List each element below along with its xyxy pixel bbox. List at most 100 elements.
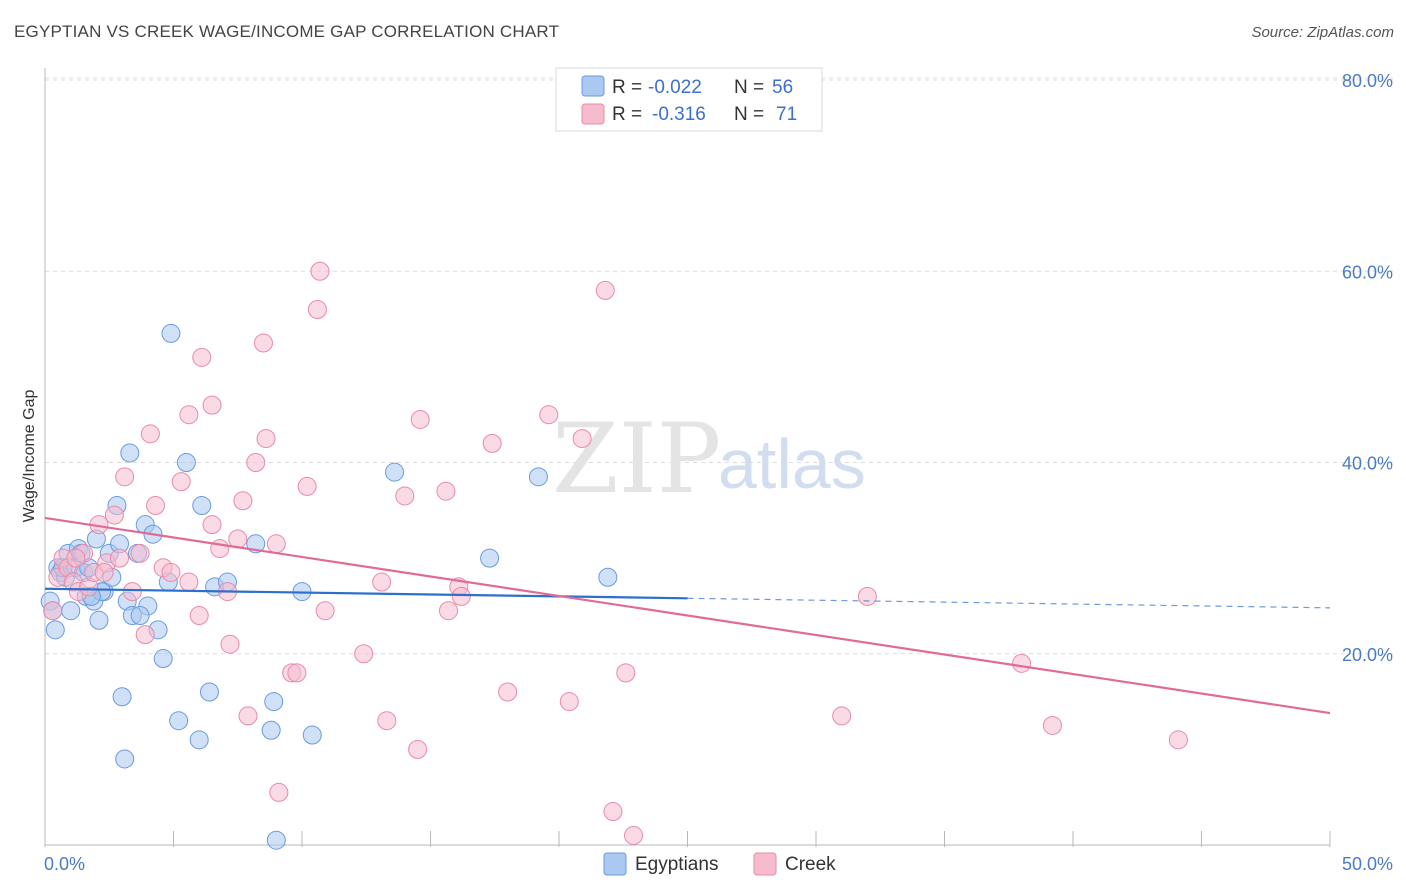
creek-point	[104, 505, 124, 525]
creek-point	[354, 644, 374, 664]
gridlines	[45, 77, 1395, 655]
watermark-zip: ZIP	[552, 403, 721, 515]
chart-title: EGYPTIAN VS CREEK WAGE/INCOME GAP CORREL…	[14, 22, 560, 41]
creek-point	[233, 491, 253, 511]
creek-point	[238, 706, 258, 726]
creek-point	[436, 481, 456, 501]
legend-swatch-creek	[581, 103, 605, 125]
egyptians-point	[480, 548, 500, 568]
y-tick-label: 40.0%	[1342, 454, 1393, 474]
egyptians-point	[112, 687, 132, 707]
legend-n-value-creek: 71	[776, 104, 797, 125]
egyptians-point	[120, 443, 140, 463]
creek-point	[572, 429, 592, 449]
creek-point	[410, 409, 430, 429]
y-tick-label: 20.0%	[1342, 645, 1393, 665]
creek-point	[1012, 653, 1032, 673]
egyptians-point	[130, 606, 150, 625]
bottom-legend-swatch-creek	[753, 852, 777, 876]
creek-point	[832, 706, 852, 726]
creek-point	[616, 663, 636, 683]
legend-r-label-egyptians: R =	[612, 77, 642, 98]
creek-point	[315, 601, 335, 621]
creek-point	[66, 548, 86, 568]
source-label: Source: ZipAtlas.com	[1251, 24, 1394, 41]
creek-point	[179, 405, 199, 425]
egyptians-trend-extension	[687, 597, 1331, 609]
egyptians-point	[89, 610, 109, 630]
legend-r-value-creek: -0.316	[652, 104, 706, 125]
creek-point	[297, 476, 317, 496]
creek-point	[179, 572, 199, 592]
creek-point	[202, 515, 222, 535]
watermark: ZIP atlas	[552, 403, 866, 515]
legend-n-value-egyptians: 56	[772, 77, 793, 98]
creek-point	[171, 472, 191, 492]
bottom-legend-egyptians: Egyptians	[635, 854, 718, 875]
egyptians-point	[45, 620, 65, 640]
creek-point	[377, 711, 397, 731]
legend-n-label-creek: N =	[734, 104, 764, 125]
creek-point	[220, 634, 240, 654]
egyptians-point	[264, 692, 284, 712]
creek-point	[559, 692, 579, 712]
egyptians-trend-line	[44, 587, 688, 600]
creek-point	[1042, 715, 1062, 735]
y-tick-label: 80.0%	[1342, 71, 1393, 91]
egyptians-point	[176, 453, 196, 472]
y-axis-label: Wage/Income Gap	[21, 390, 38, 523]
creek-point	[482, 433, 502, 453]
creek-point	[256, 429, 276, 449]
creek-point	[161, 562, 181, 582]
creek-point	[202, 395, 222, 415]
y-tick-label: 60.0%	[1342, 262, 1393, 282]
egyptians-point	[115, 749, 135, 769]
creek-point	[372, 572, 392, 592]
legend-swatch-egyptians	[581, 75, 605, 97]
creek-point	[310, 261, 330, 281]
x-tick-label: 0.0%	[44, 854, 85, 874]
creek-point	[287, 663, 307, 683]
creek-point	[210, 539, 230, 559]
creek-point	[253, 333, 273, 353]
creek-point	[122, 582, 142, 602]
egyptians-point	[169, 711, 189, 731]
egyptians-point	[302, 725, 322, 745]
trend-lines	[44, 516, 1331, 715]
creek-point	[1168, 730, 1188, 750]
creek-point	[130, 543, 150, 563]
creek-point	[43, 601, 63, 621]
creek-point	[266, 534, 286, 554]
bottom-legend-swatch-egyptians	[603, 852, 627, 876]
creek-point	[395, 486, 415, 506]
creek-point	[146, 496, 166, 516]
creek-point	[451, 586, 471, 606]
creek-point	[189, 606, 209, 625]
creek-point	[94, 562, 114, 582]
creek-point	[307, 300, 327, 319]
axes	[44, 68, 1331, 847]
tick-labels: 20.0% 40.0% 60.0% 80.0% 0.0% 50.0%	[44, 71, 1393, 874]
creek-point	[539, 405, 559, 425]
creek-point	[857, 586, 877, 606]
egyptians-point	[528, 467, 548, 487]
egyptians-point	[266, 830, 286, 850]
creek-point	[624, 825, 644, 845]
bottom-legend: Egyptians Creek	[603, 852, 836, 876]
legend-r-label-creek: R =	[612, 104, 642, 125]
creek-point	[246, 453, 266, 472]
watermark-atlas: atlas	[718, 425, 866, 503]
creek-trend-line	[44, 516, 1331, 715]
x-tick-label: 50.0%	[1342, 854, 1393, 874]
egyptians-point	[598, 567, 618, 587]
egyptians-point	[153, 649, 173, 669]
egyptians-point	[192, 496, 212, 516]
creek-point	[135, 625, 155, 645]
creek-point	[110, 548, 130, 568]
creek-point	[408, 739, 428, 759]
creek-point	[595, 280, 615, 300]
creek-point	[140, 424, 160, 444]
egyptians-point	[161, 323, 181, 343]
egyptians-point	[385, 462, 405, 482]
